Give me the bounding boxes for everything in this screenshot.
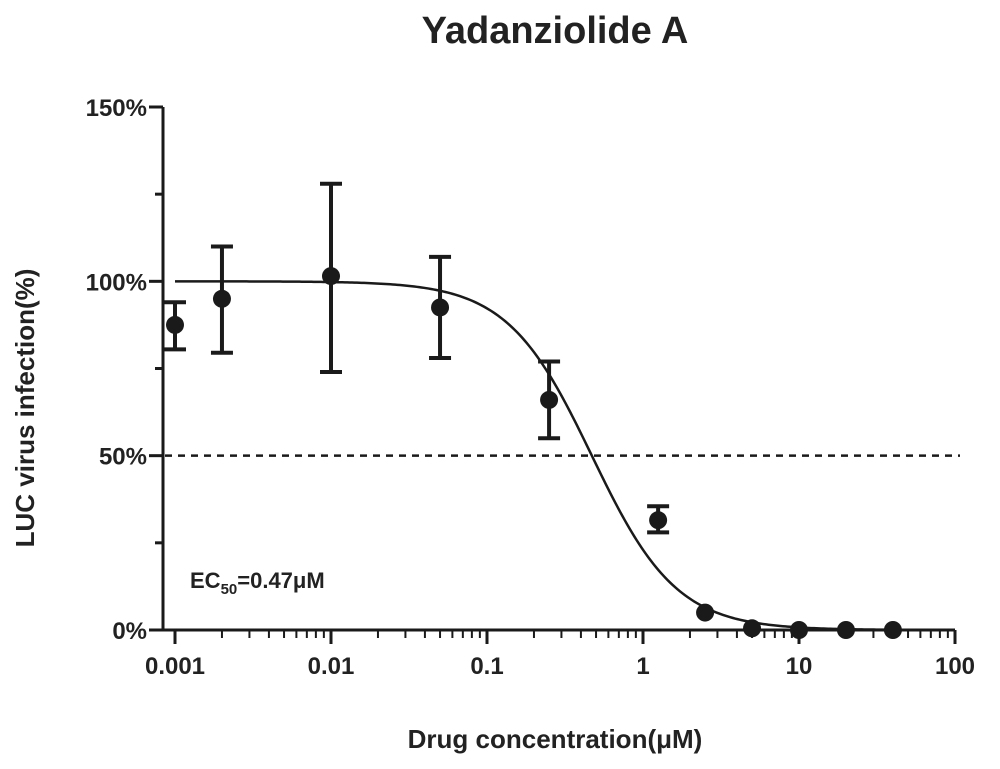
y-tick-label: 100%	[86, 269, 147, 296]
y-tick-label: 0%	[112, 618, 147, 645]
x-tick-label: 100	[935, 653, 975, 680]
data-point	[540, 390, 559, 409]
data-point	[836, 621, 855, 639]
x-tick-label: 0.1	[470, 653, 503, 680]
x-axis-label: Drug concentration(μM)	[408, 724, 703, 754]
fit-curve-layer	[175, 280, 893, 631]
ec50-suffix: =0.47μM	[237, 568, 324, 593]
data-point	[322, 267, 340, 286]
x-tick-label: 1	[636, 653, 649, 680]
data-point	[743, 619, 762, 638]
y-tick-label: 150%	[86, 95, 147, 122]
axes: 0% 50% 100% 150% 0.001 0.01 0.1 1 10 100	[86, 95, 975, 680]
data-points-layer	[164, 181, 902, 639]
x-tick-label: 0.01	[308, 653, 355, 680]
ec50-prefix: EC	[190, 568, 221, 593]
chart-title: Yadanziolide A	[422, 10, 689, 52]
data-point	[696, 603, 715, 622]
data-point	[212, 289, 231, 308]
y-axis-label: LUC virus infection(%)	[10, 269, 40, 548]
ec50-annotation: EC50=0.47μM	[190, 568, 325, 598]
ec50-subscript: 50	[221, 581, 238, 598]
data-point	[166, 315, 184, 334]
fit-curve	[175, 280, 893, 631]
data-point	[431, 298, 450, 317]
data-point	[883, 621, 902, 639]
x-tick-label: 10	[786, 653, 813, 680]
data-point	[649, 511, 668, 530]
y-tick-label: 50%	[99, 444, 147, 471]
x-tick-label: 0.001	[145, 653, 205, 680]
data-point	[790, 621, 808, 639]
